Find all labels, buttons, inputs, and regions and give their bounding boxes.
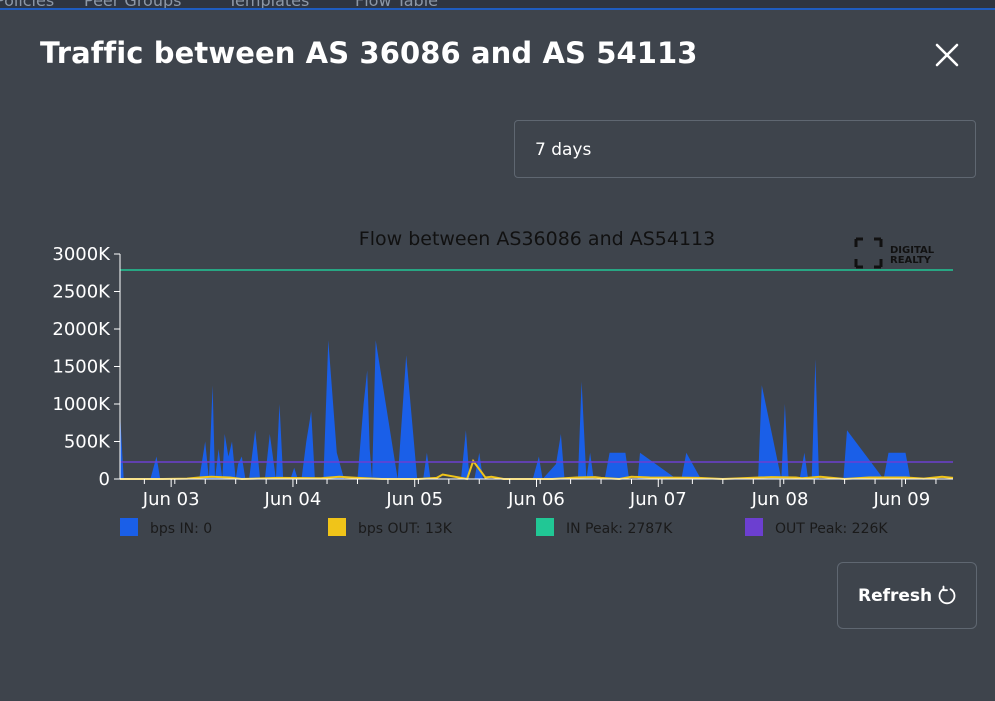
modal-title: Traffic between AS 36086 and AS 54113 <box>40 36 698 70</box>
chart-title: Flow between AS36086 and AS54113 <box>359 230 715 250</box>
logo-text: DIGITAL <box>890 245 935 256</box>
legend-label: OUT Peak: 226K <box>775 521 888 537</box>
refresh-icon <box>938 585 956 605</box>
legend-item[interactable]: IN Peak: 2787K <box>536 518 673 537</box>
nav-tab[interactable]: Policies <box>0 0 55 10</box>
y-tick-label: 1000K <box>52 394 111 415</box>
legend-swatch <box>120 518 138 536</box>
y-tick-label: 1500K <box>52 357 111 378</box>
x-tick-label: Jun 05 <box>385 489 443 510</box>
close-icon <box>935 43 959 67</box>
legend-item[interactable]: bps IN: 0 <box>120 518 212 537</box>
legend-label: bps OUT: 13K <box>358 521 453 537</box>
time-range-value: 7 days <box>535 140 592 160</box>
legend-item[interactable]: bps OUT: 13K <box>328 518 453 537</box>
legend-swatch <box>328 518 346 536</box>
legend-label: bps IN: 0 <box>150 521 212 537</box>
y-tick-label: 3000K <box>52 244 111 265</box>
logo-text: REALTY <box>890 255 932 266</box>
y-axis: 0 500K 1000K 1500K 2000K 2500K 3000K <box>52 244 121 490</box>
refresh-button[interactable]: Refresh <box>837 562 977 629</box>
legend-item[interactable]: OUT Peak: 226K <box>745 518 888 537</box>
chart-legend[interactable]: bps IN: 0 bps OUT: 13K IN Peak: 2787K OUT P… <box>120 518 888 537</box>
close-button[interactable] <box>928 36 966 74</box>
y-tick-label: 500K <box>64 432 111 453</box>
nav-tab[interactable]: Peer Groups <box>84 0 182 10</box>
legend-label: IN Peak: 2787K <box>566 521 673 537</box>
y-tick-label: 2500K <box>52 282 111 303</box>
background-nav: Policies Peer Groups Templates Flow Tabl… <box>0 0 995 10</box>
digital-realty-logo: DIGITAL REALTY <box>854 237 935 269</box>
x-tick-label: Jun 07 <box>629 489 687 510</box>
x-tick-label: Jun 03 <box>142 489 200 510</box>
traffic-chart: Flow between AS36086 and AS54113 DIGITAL… <box>52 230 954 537</box>
chart-plot <box>120 269 954 481</box>
y-tick-label: 2000K <box>52 319 111 340</box>
legend-swatch <box>536 518 554 536</box>
x-tick-label: Jun 09 <box>872 489 930 510</box>
x-tick-label: Jun 04 <box>264 489 322 510</box>
x-axis: Jun 03 Jun 04 Jun 05 Jun 06 Jun 07 Jun 08 Jun … <box>120 478 953 510</box>
refresh-label: Refresh <box>858 586 933 606</box>
traffic-modal: Traffic between AS 36086 and AS 54113 7 … <box>0 10 995 701</box>
y-tick-label: 0 <box>99 469 110 490</box>
x-tick-label: Jun 08 <box>751 489 809 510</box>
nav-tab[interactable]: Templates <box>228 0 310 10</box>
series-bps-in <box>120 340 953 479</box>
time-range-select[interactable]: 7 days <box>514 120 976 178</box>
nav-tab[interactable]: Flow Table <box>355 0 438 10</box>
legend-swatch <box>745 518 763 536</box>
x-tick-label: Jun 06 <box>507 489 565 510</box>
